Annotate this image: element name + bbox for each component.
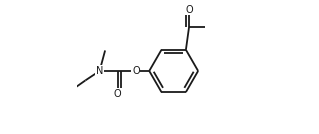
Text: N: N: [96, 66, 103, 76]
Text: O: O: [114, 89, 122, 99]
Text: O: O: [132, 66, 140, 76]
Text: O: O: [185, 5, 193, 15]
